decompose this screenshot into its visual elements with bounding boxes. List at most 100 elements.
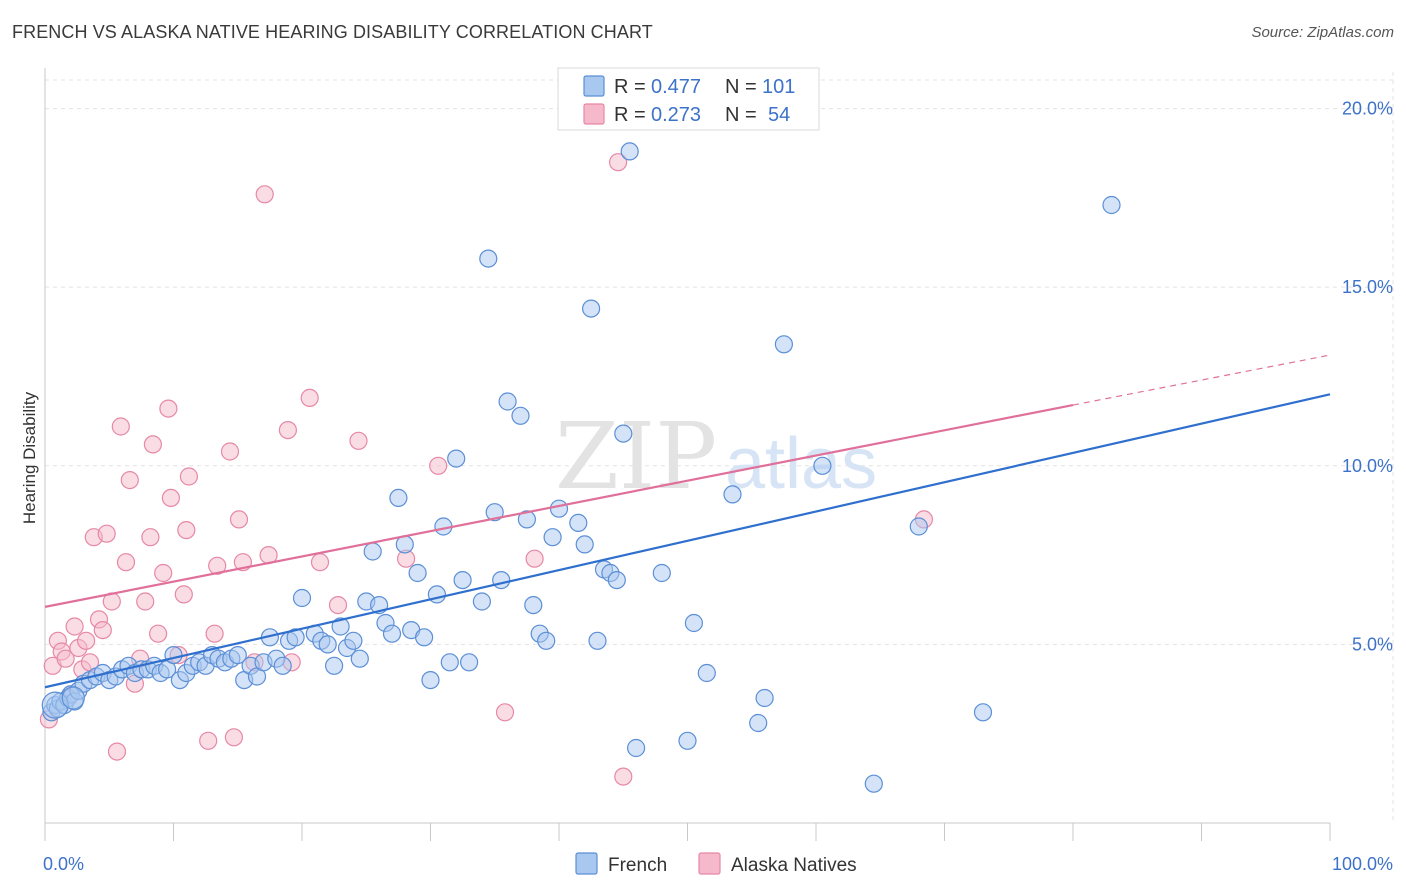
alaska-point: [328, 595, 348, 615]
french-point: [292, 588, 312, 608]
french-point: [460, 653, 479, 672]
french-point: [421, 670, 440, 690]
legend: R = 0.477 N = 101 R = 0.273 N = 54: [557, 67, 820, 131]
alaska-point: [199, 731, 218, 750]
french-point: [537, 631, 556, 650]
french-point: [415, 628, 434, 647]
watermark-atlas: atlas: [725, 424, 877, 504]
alaska-point: [608, 153, 628, 172]
x-tick-label: 0.0%: [43, 854, 84, 874]
alaska-point: [179, 467, 198, 486]
french-point: [498, 392, 517, 411]
alaska-point: [93, 620, 112, 640]
french-point: [755, 688, 774, 708]
french-point: [575, 535, 594, 554]
french-point: [344, 631, 363, 650]
alaska-point: [525, 549, 544, 568]
french-point: [652, 563, 671, 583]
alaska-point: [76, 631, 96, 650]
french-point: [447, 449, 466, 468]
french-point: [286, 628, 305, 647]
french-point: [549, 499, 569, 518]
bottom-legend-alaska: Alaska Natives: [731, 855, 857, 876]
alaska-point: [255, 185, 274, 204]
legend-n-label: N =: [725, 76, 757, 98]
watermark-zip: ZIP: [555, 403, 717, 510]
alaska-point: [120, 471, 139, 490]
legend-r-value: 0.273: [651, 104, 701, 126]
french-point: [543, 528, 562, 547]
french-point: [472, 592, 491, 611]
french-point: [440, 653, 459, 672]
legend-r-label: R =: [614, 76, 646, 98]
x-tick-label: 100.0%: [1332, 854, 1393, 874]
y-tick-label: 15.0%: [1342, 277, 1393, 297]
french-point: [228, 645, 247, 665]
french-point: [973, 703, 993, 722]
y-tick-label: 5.0%: [1352, 634, 1393, 654]
alaska-point: [224, 728, 243, 747]
alaska-point: [495, 703, 515, 722]
french-point: [389, 488, 408, 507]
french-point: [479, 249, 498, 268]
french-point: [626, 738, 646, 758]
legend-n-value: 54: [768, 104, 790, 126]
alaska-point: [149, 624, 168, 643]
french-point: [813, 456, 832, 475]
french-point: [382, 624, 402, 643]
french-point: [684, 613, 704, 633]
french-point: [511, 406, 530, 425]
legend-r-value: 0.477: [651, 76, 701, 98]
french-point: [408, 563, 427, 583]
alaska-point: [174, 585, 193, 604]
french-point: [453, 570, 472, 590]
french-point: [909, 517, 928, 536]
french-point: [331, 617, 350, 636]
legend-swatch-alaska: [583, 103, 605, 125]
y-tick-label: 10.0%: [1342, 456, 1393, 476]
chart-source: Source: ZipAtlas.com: [1251, 24, 1394, 41]
french-point: [524, 595, 543, 615]
bottom-legend: French Alaska Natives: [575, 852, 857, 876]
bottom-legend-swatch-french: [575, 852, 598, 875]
alaska-point: [614, 767, 633, 786]
french-point: [697, 663, 716, 683]
trend-lines: [44, 354, 1331, 689]
alaska-point: [111, 417, 130, 436]
french-point: [61, 686, 85, 710]
alaska-point: [159, 399, 178, 418]
french-point: [678, 731, 697, 750]
watermark: ZIP atlas: [555, 403, 877, 510]
french-point: [485, 503, 504, 522]
y-axis-title: Hearing Disability: [20, 391, 39, 524]
french-point: [774, 335, 794, 354]
french-point: [723, 485, 742, 504]
french-point: [864, 774, 883, 793]
alaska-point: [229, 510, 249, 529]
alaska-point: [278, 421, 297, 440]
french-point: [1102, 195, 1121, 215]
french-point: [620, 142, 639, 161]
french-point: [492, 570, 511, 590]
alaska-point: [65, 617, 84, 636]
y-tick-labels: 5.0% 10.0% 15.0% 20.0%: [1342, 99, 1393, 655]
y-tick-label: 20.0%: [1342, 99, 1393, 119]
alaska-point: [154, 563, 173, 583]
bottom-legend-swatch-alaska: [698, 852, 721, 875]
alaska-point: [429, 456, 448, 475]
french-point: [363, 542, 382, 561]
french-point: [325, 656, 344, 675]
legend-n-label: N =: [725, 104, 757, 126]
alaska-point: [161, 488, 180, 507]
legend-swatch-french: [583, 75, 605, 97]
alaska-point: [136, 592, 155, 611]
x-tick-labels: 0.0% 100.0%: [43, 854, 1393, 874]
french-point: [164, 645, 183, 665]
alaska-point: [208, 556, 227, 575]
alaska-point: [310, 553, 330, 572]
bottom-legend-french: French: [608, 855, 667, 876]
french-point: [581, 299, 601, 318]
french-point: [273, 656, 292, 675]
french-trend-line: [44, 393, 1331, 689]
